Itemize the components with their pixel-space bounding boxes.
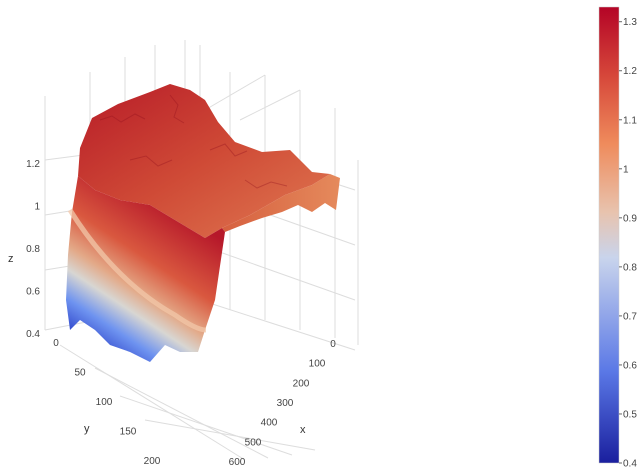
colorbar: 0.4 0.5 0.6 0.7 0.8 0.9 1 1.1 1.2 1.3 bbox=[598, 6, 637, 469]
grid-line bbox=[199, 299, 356, 351]
surface-top-face bbox=[78, 84, 330, 238]
grid-line bbox=[119, 395, 293, 456]
colorbar-tick-label: 0.7 bbox=[623, 311, 637, 322]
x-tick-label: 300 bbox=[277, 398, 294, 409]
grid-line bbox=[144, 419, 316, 451]
grid-line bbox=[59, 344, 246, 461]
surface-highlight-ridge bbox=[67, 208, 207, 333]
axes: 0.4 0.6 0.8 1 1.2 z 0 50 100 150 200 y 0 100 200 300 400… bbox=[8, 159, 336, 468]
surface-texture bbox=[99, 94, 288, 189]
y-axis-title: y bbox=[84, 423, 90, 435]
z-tick-label: 0.4 bbox=[26, 329, 40, 340]
x-tick-label: 500 bbox=[245, 437, 262, 448]
z-axis-title: z bbox=[8, 253, 14, 265]
z-tick-label: 0.6 bbox=[26, 287, 40, 298]
colorbar-tick-label: 0.9 bbox=[623, 213, 637, 224]
grid-line bbox=[199, 244, 356, 301]
surface-right-face bbox=[222, 174, 340, 232]
surface-front-face bbox=[66, 176, 225, 362]
y-tick-label: 200 bbox=[144, 456, 161, 467]
grid-line bbox=[204, 74, 266, 111]
colorbar-tick-label: 0.8 bbox=[623, 262, 637, 273]
colorbar-tick-label: 0.5 bbox=[623, 409, 637, 420]
x-tick-label: 200 bbox=[293, 378, 310, 389]
y-tick-label: 100 bbox=[96, 397, 113, 408]
z-tick-label: 1.2 bbox=[26, 159, 40, 170]
colorbar-tick-label: 0.4 bbox=[623, 459, 637, 469]
grid-line bbox=[94, 367, 269, 459]
colorbar-tick-label: 1.3 bbox=[623, 17, 637, 28]
colorbar-tick-label: 1.2 bbox=[623, 66, 637, 77]
surface-plot bbox=[66, 84, 340, 362]
x-tick-label: 100 bbox=[309, 359, 326, 370]
x-axis-title: x bbox=[300, 424, 306, 436]
colorbar-gradient bbox=[598, 6, 620, 464]
x-tick-label: 400 bbox=[261, 418, 278, 429]
y-tick-label: 0 bbox=[53, 338, 59, 349]
y-tick-label: 50 bbox=[74, 368, 86, 379]
z-tick-label: 1 bbox=[34, 202, 40, 213]
z-tick-label: 0.8 bbox=[26, 244, 40, 255]
y-tick-label: 150 bbox=[120, 427, 137, 438]
x-tick-label: 0 bbox=[330, 339, 336, 350]
grid-line bbox=[239, 89, 301, 121]
colorbar-tick-label: 0.6 bbox=[623, 360, 637, 371]
colorbar-tick-label: 1 bbox=[623, 164, 629, 175]
x-tick-label: 600 bbox=[229, 457, 246, 468]
colorbar-tick-label: 1.1 bbox=[623, 115, 637, 126]
